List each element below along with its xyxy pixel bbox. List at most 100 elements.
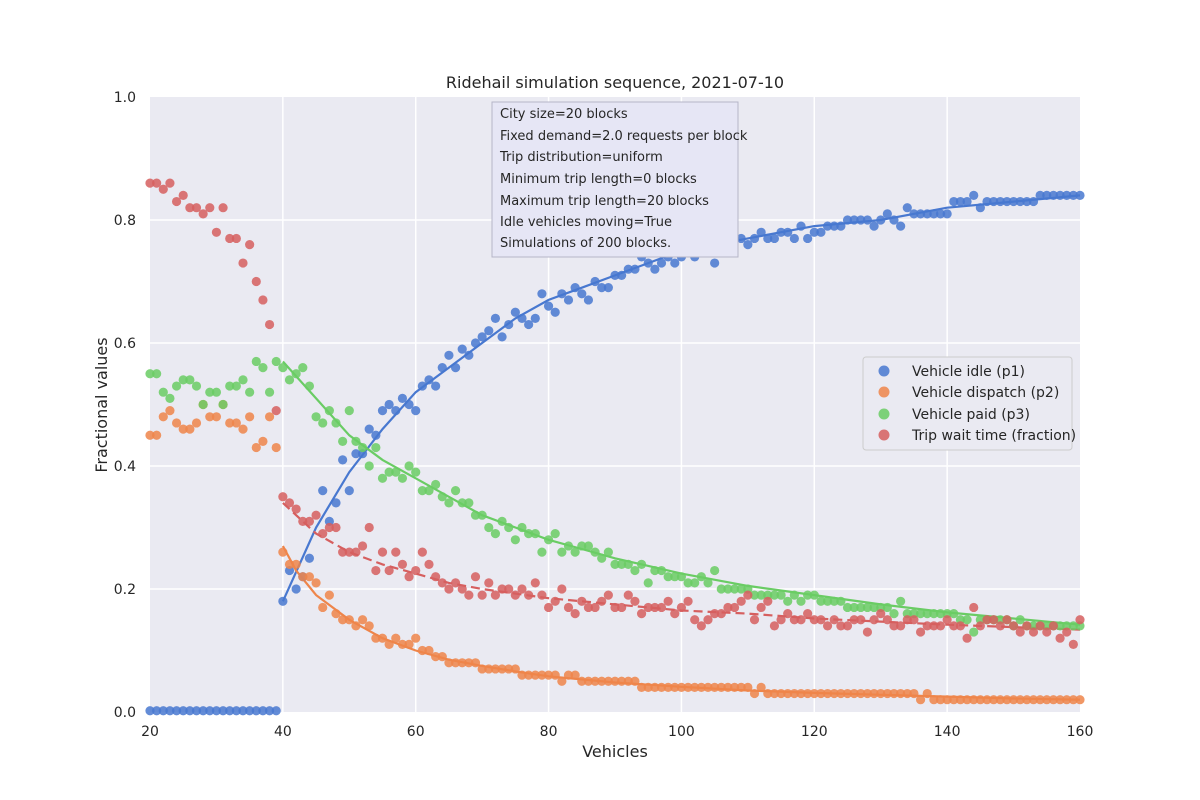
data-point [145, 178, 155, 188]
data-point [470, 338, 481, 348]
legend-marker-wait [878, 429, 890, 441]
data-point [258, 295, 268, 305]
data-point [969, 602, 979, 613]
data-point [437, 652, 447, 662]
data-point [404, 572, 414, 582]
data-point [225, 381, 235, 391]
data-point [238, 375, 248, 385]
data-point [856, 602, 866, 613]
data-point [331, 609, 341, 619]
data-point [656, 565, 667, 576]
data-point [278, 547, 288, 557]
data-point [975, 695, 985, 705]
data-point [882, 615, 892, 625]
data-point [1015, 615, 1025, 625]
x-tick-label: 160 [1067, 724, 1094, 740]
data-point [318, 529, 328, 539]
data-point [736, 233, 746, 244]
data-point [278, 492, 288, 502]
data-point [949, 621, 959, 631]
data-point [729, 602, 740, 613]
data-point [145, 430, 155, 440]
data-point [484, 578, 494, 588]
data-point [185, 375, 195, 385]
data-point [152, 430, 162, 440]
data-point [623, 676, 633, 686]
data-point [1048, 190, 1059, 200]
data-point [856, 215, 866, 225]
data-point [929, 695, 939, 705]
data-point [776, 688, 786, 699]
data-point [783, 688, 793, 699]
data-point [457, 498, 467, 508]
data-point [570, 283, 580, 293]
data-point [889, 609, 899, 619]
data-point [477, 332, 487, 342]
data-point [1048, 621, 1059, 631]
data-point [796, 615, 806, 625]
y-tick-label: 0.0 [114, 705, 136, 721]
data-point [384, 565, 394, 576]
data-point [902, 688, 912, 699]
data-point [783, 227, 793, 237]
data-point [1055, 190, 1065, 200]
data-point [510, 590, 520, 600]
data-point [1068, 639, 1078, 649]
data-point [922, 621, 932, 631]
data-point [251, 276, 261, 287]
data-point [205, 412, 215, 422]
data-point [842, 688, 853, 699]
data-point [975, 621, 985, 631]
data-point [603, 590, 613, 600]
data-point [1015, 627, 1025, 637]
data-point [663, 596, 673, 606]
data-point [617, 676, 627, 686]
data-point [590, 676, 600, 686]
data-point [404, 399, 414, 410]
data-point [464, 350, 474, 360]
data-point [530, 313, 540, 323]
data-point [889, 688, 899, 699]
data-point [284, 559, 295, 570]
data-point [218, 706, 228, 716]
data-point [457, 658, 467, 668]
data-point [424, 486, 434, 496]
data-point [896, 596, 906, 606]
data-point [583, 602, 594, 613]
data-point [610, 602, 620, 613]
data-point [271, 356, 281, 367]
data-point [444, 350, 454, 360]
data-point [590, 276, 600, 287]
data-point [749, 590, 760, 600]
data-point [251, 442, 261, 453]
data-point [763, 596, 773, 606]
data-point [557, 547, 567, 557]
data-point [484, 664, 494, 674]
data-point [716, 682, 726, 693]
data-point [876, 215, 886, 225]
data-point [862, 215, 873, 225]
data-point [935, 209, 946, 219]
data-point [225, 706, 235, 716]
data-point [789, 233, 799, 244]
data-point [583, 295, 594, 305]
data-point [623, 590, 633, 600]
data-point [683, 596, 693, 606]
data-point [1035, 190, 1045, 200]
data-point [630, 596, 640, 606]
data-point [935, 609, 946, 619]
data-point [437, 492, 447, 502]
data-point [324, 522, 334, 533]
data-point [477, 510, 487, 520]
data-point [191, 381, 202, 391]
data-point [258, 706, 268, 716]
data-point [238, 424, 248, 434]
data-point [391, 406, 401, 416]
data-point [271, 706, 281, 716]
data-point [178, 706, 188, 716]
data-point [603, 283, 613, 293]
data-point [318, 602, 328, 613]
data-point [776, 615, 786, 625]
data-point [862, 688, 873, 699]
data-point [862, 627, 873, 637]
